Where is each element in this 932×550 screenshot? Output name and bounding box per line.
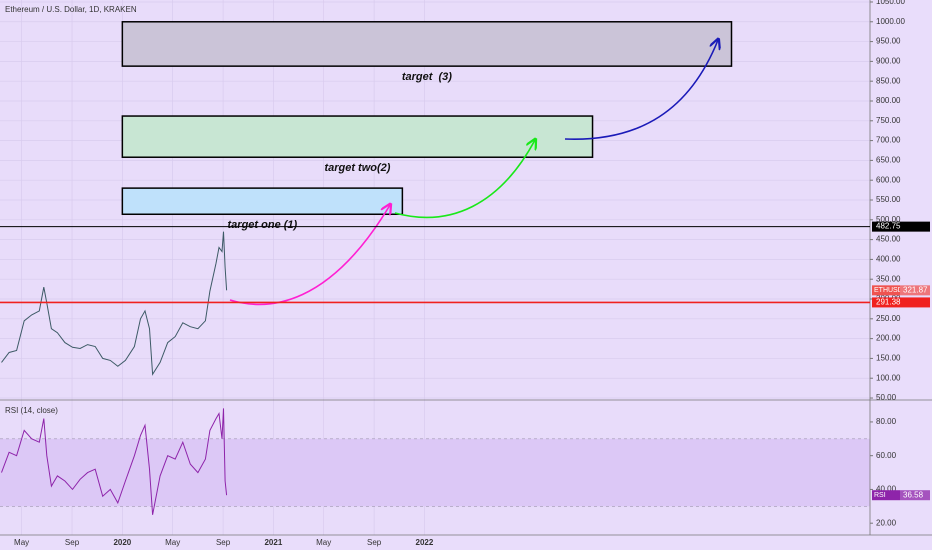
x-tick-label: May	[165, 538, 180, 547]
x-tick-label: 2020	[113, 538, 131, 547]
y-tick-label: 1050.00	[876, 0, 905, 6]
last-value: 321.87	[903, 285, 928, 294]
y-tick-label: 50.00	[876, 393, 897, 402]
target-zone	[121, 21, 733, 67]
last-tag	[872, 285, 900, 296]
price-line	[1, 231, 228, 376]
arrow	[394, 140, 535, 219]
y-tick-label: 800.00	[876, 96, 901, 105]
y-tick-label: 250.00	[876, 314, 901, 323]
x-tick-label: May	[14, 538, 29, 547]
zone-label: target (3)	[402, 71, 452, 83]
arrow	[564, 40, 718, 140]
zone-label: target one (1)	[228, 219, 298, 231]
y-tick-label: 950.00	[876, 37, 901, 46]
y-tick-label: 20.00	[876, 518, 897, 527]
y-tick-label: 60.00	[876, 451, 897, 460]
zone-label: target two(2)	[324, 162, 390, 174]
last-value-tag	[900, 285, 930, 296]
x-tick-label: 2022	[416, 538, 434, 547]
y-tick-label: 700.00	[876, 136, 901, 145]
y-tick-label: 400.00	[876, 255, 901, 264]
x-tick-label: Sep	[367, 538, 382, 547]
target-zone	[121, 187, 404, 216]
level-tag	[872, 221, 930, 232]
y-tick-label: 650.00	[876, 156, 901, 165]
last-value: 36.58	[903, 490, 924, 499]
level-label: 482.75	[876, 222, 901, 231]
y-tick-label: 900.00	[876, 56, 901, 65]
x-tick-label: Sep	[216, 538, 231, 547]
y-tick-label: 1000.00	[876, 17, 905, 26]
y-tick-label: 550.00	[876, 195, 901, 204]
y-tick-label: 850.00	[876, 76, 901, 85]
y-tick-label: 80.00	[876, 417, 897, 426]
y-tick-label: 200.00	[876, 334, 901, 343]
x-tick-label: May	[316, 538, 331, 547]
series-name: RSI	[874, 492, 886, 499]
y-tick-label: 100.00	[876, 373, 901, 382]
x-tick-label: 2021	[264, 538, 282, 547]
price-line	[1, 408, 228, 515]
y-tick-label: 40.00	[876, 485, 897, 494]
y-tick-label: 600.00	[876, 175, 901, 184]
level-tag	[872, 297, 930, 308]
y-tick-label: 350.00	[876, 274, 901, 283]
rsi-title: RSI (14, close)	[5, 406, 58, 415]
last-tag	[872, 490, 900, 501]
y-tick-label: 150.00	[876, 354, 901, 363]
y-tick-label: 500.00	[876, 215, 901, 224]
y-tick-label: 750.00	[876, 116, 901, 125]
x-tick-label: Sep	[65, 538, 80, 547]
series-name: ETHUSD	[874, 287, 903, 294]
arrow	[229, 205, 390, 306]
level-label: 291.38	[876, 298, 901, 307]
target-zone	[121, 115, 594, 158]
chart-title: Ethereum / U.S. Dollar, 1D, KRAKEN	[5, 5, 137, 14]
y-tick-label: 450.00	[876, 235, 901, 244]
rsi-band	[0, 438, 870, 507]
last-value-tag	[900, 490, 930, 501]
